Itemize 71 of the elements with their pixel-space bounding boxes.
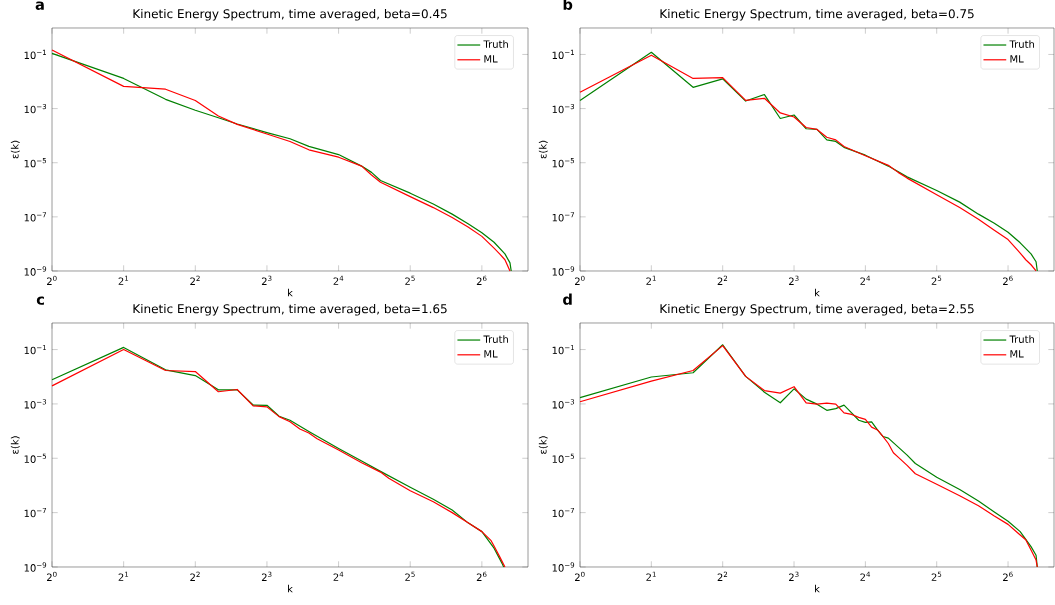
x-tick-label: 2$^{1}$ — [646, 571, 656, 581]
y-tick-label: 10$^{−1}$ — [552, 49, 574, 60]
y-tick-label: 10$^{−5}$ — [552, 158, 575, 168]
chart-title: Kinetic Energy Spectrum, time averaged, beta=0.45 — [133, 9, 447, 21]
x-axis-title: k — [288, 288, 293, 297]
y-tick-label: 10$^{−5}$ — [24, 453, 47, 463]
y-tick-label: 10$^{−3}$ — [552, 103, 575, 114]
x-tick-label: 2$^{4}$ — [333, 275, 344, 285]
x-tick-label: 2$^{3}$ — [789, 571, 799, 581]
legend-label: Truth — [483, 40, 508, 48]
text: a — [35, 1, 44, 10]
legend-label: ML — [1010, 350, 1024, 358]
chart-title: Kinetic Energy Spectrum, time averaged, beta=0.75 — [660, 9, 974, 21]
y-tick-label: 10$^{−1}$ — [552, 344, 574, 355]
x-tick-label: 2$^{0}$ — [47, 275, 57, 285]
x-tick-label: 2$^{6}$ — [476, 275, 487, 285]
chart-title: Kinetic Energy Spectrum, time averaged, beta=2.55 — [660, 304, 974, 316]
x-tick-label: 2$^{6}$ — [476, 571, 487, 581]
y-axis-title: ε(k) — [10, 140, 20, 159]
chart-title: Kinetic Energy Spectrum, time averaged, beta=1.65 — [133, 304, 447, 316]
legend-label: ML — [484, 55, 498, 63]
legend-label: Truth — [483, 335, 508, 343]
legend-label: ML — [484, 350, 498, 358]
x-tick-label: 2$^{1}$ — [118, 571, 129, 581]
text: d — [563, 293, 572, 305]
y-tick-label: 10$^{−9}$ — [24, 562, 47, 572]
x-tick-label: 2$^{2}$ — [717, 275, 728, 285]
x-axis-title: k — [288, 584, 293, 593]
text: c — [36, 296, 44, 305]
x-axis-title: k — [815, 288, 820, 297]
x-tick-label: 2$^{1}$ — [118, 275, 129, 285]
y-tick-label: 10$^{−9}$ — [552, 562, 575, 572]
y-tick-label: 10$^{−3}$ — [552, 399, 575, 409]
y-tick-label: 10$^{−7}$ — [552, 507, 575, 518]
x-axis-title: k — [815, 584, 820, 593]
x-tick-label: 2$^{5}$ — [405, 275, 415, 285]
legend-label: Truth — [1009, 335, 1034, 343]
x-tick-label: 2$^{3}$ — [261, 571, 272, 581]
y-tick-label: 10$^{−7}$ — [552, 212, 575, 222]
legend-label: ML — [1010, 55, 1024, 63]
x-tick-label: 2$^{0}$ — [47, 571, 57, 581]
x-tick-label: 2$^{0}$ — [575, 571, 585, 581]
x-tick-label: 2$^{2}$ — [190, 571, 200, 581]
x-tick-label: 2$^{2}$ — [190, 275, 200, 285]
y-tick-label: 10$^{−5}$ — [552, 453, 575, 463]
y-tick-label: 10$^{−1}$ — [24, 344, 46, 355]
y-tick-label: 10$^{−3}$ — [24, 103, 47, 114]
x-tick-label: 2$^{2}$ — [717, 571, 728, 581]
y-tick-label: 10$^{−9}$ — [24, 266, 47, 276]
y-axis-title: ε(k) — [538, 140, 548, 159]
x-tick-label: 2$^{5}$ — [405, 571, 415, 581]
y-tick-label: 10$^{−7}$ — [24, 212, 47, 222]
x-tick-label: 2$^{4}$ — [860, 571, 871, 581]
y-axis-title: ε(k) — [10, 436, 20, 454]
x-tick-label: 2$^{6}$ — [1003, 571, 1013, 581]
x-tick-label: 2$^{4}$ — [333, 571, 344, 581]
x-tick-label: 2$^{6}$ — [1003, 275, 1013, 285]
x-tick-label: 2$^{3}$ — [261, 275, 272, 285]
y-tick-label: 10$^{−7}$ — [24, 507, 47, 518]
legend-label: Truth — [1009, 40, 1034, 48]
x-tick-label: 2$^{4}$ — [860, 275, 871, 285]
y-tick-label: 10$^{−9}$ — [552, 266, 575, 276]
y-tick-label: 10$^{−5}$ — [24, 158, 47, 168]
y-tick-label: 10$^{−1}$ — [24, 49, 46, 60]
y-axis-title: ε(k) — [538, 436, 548, 454]
y-tick-label: 10$^{−3}$ — [24, 399, 47, 409]
x-tick-label: 2$^{1}$ — [646, 275, 656, 285]
x-tick-label: 2$^{5}$ — [931, 275, 942, 285]
x-tick-label: 2$^{3}$ — [789, 275, 799, 285]
x-tick-label: 2$^{0}$ — [575, 275, 585, 285]
x-tick-label: 2$^{5}$ — [931, 571, 942, 581]
